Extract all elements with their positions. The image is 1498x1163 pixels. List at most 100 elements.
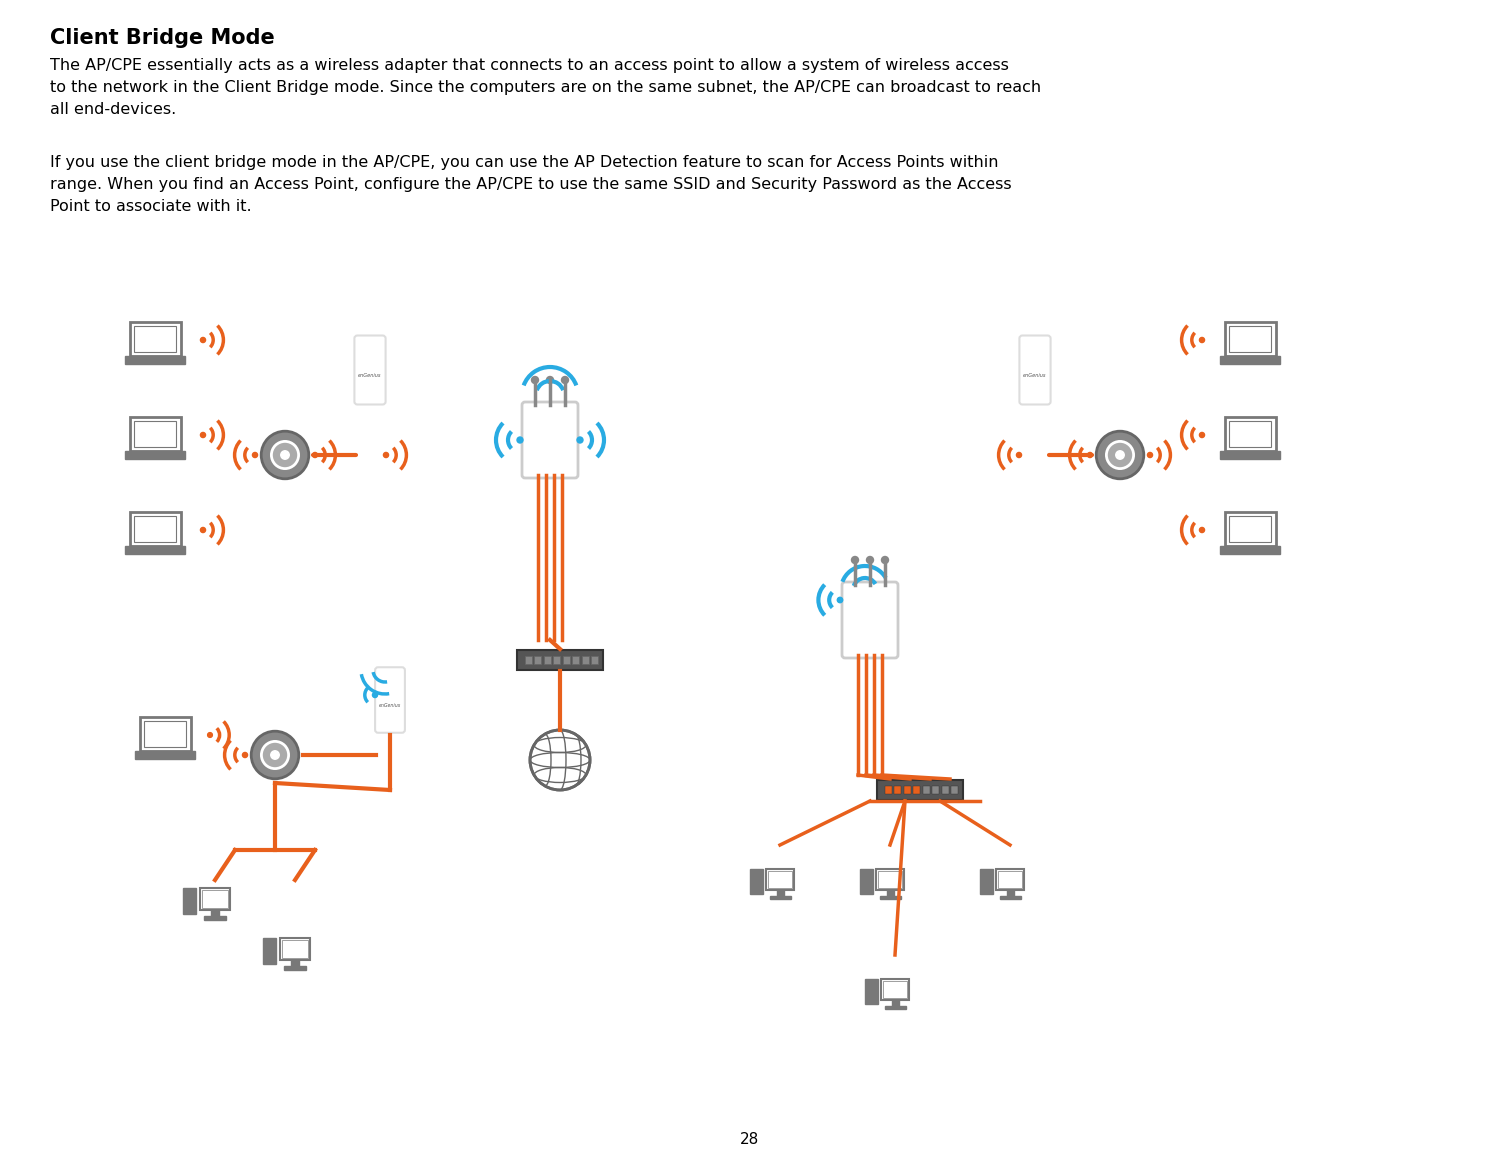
Circle shape xyxy=(201,337,205,343)
Circle shape xyxy=(1200,433,1204,437)
Circle shape xyxy=(271,751,279,759)
Circle shape xyxy=(1200,528,1204,533)
Bar xyxy=(262,937,276,964)
Bar xyxy=(768,871,792,887)
Bar xyxy=(133,421,177,447)
Bar xyxy=(1221,451,1279,459)
Bar xyxy=(183,887,196,914)
Bar xyxy=(860,869,872,893)
Bar xyxy=(1224,322,1275,356)
Bar xyxy=(535,656,541,664)
Bar xyxy=(129,322,180,356)
Bar xyxy=(881,979,909,1000)
Text: If you use the client bridge mode in the AP/CPE, you can use the AP Detection fe: If you use the client bridge mode in the… xyxy=(49,155,1011,214)
Circle shape xyxy=(261,431,309,479)
Bar xyxy=(914,786,920,794)
Bar xyxy=(951,786,959,794)
Bar xyxy=(126,545,184,555)
Circle shape xyxy=(243,752,247,757)
Circle shape xyxy=(373,692,377,698)
Circle shape xyxy=(1200,337,1204,343)
Circle shape xyxy=(383,452,388,457)
Circle shape xyxy=(1097,431,1144,479)
Bar xyxy=(291,959,298,966)
Bar xyxy=(878,779,963,800)
Bar xyxy=(553,656,560,664)
Bar xyxy=(891,1000,899,1006)
Circle shape xyxy=(261,741,289,769)
Circle shape xyxy=(547,377,553,384)
Bar xyxy=(126,451,184,459)
Bar xyxy=(563,656,569,664)
Bar xyxy=(282,940,307,958)
FancyBboxPatch shape xyxy=(1020,335,1050,405)
Text: enGenius: enGenius xyxy=(1023,372,1047,378)
Bar xyxy=(999,896,1020,899)
FancyBboxPatch shape xyxy=(355,335,385,405)
Bar xyxy=(572,656,580,664)
Bar xyxy=(1228,326,1272,351)
Bar xyxy=(280,937,310,959)
Bar xyxy=(932,786,939,794)
Bar xyxy=(887,890,893,896)
Bar xyxy=(144,721,186,747)
Bar xyxy=(878,871,902,887)
Circle shape xyxy=(1088,452,1092,457)
Circle shape xyxy=(517,437,523,443)
Bar xyxy=(133,516,177,542)
Bar xyxy=(770,896,791,899)
Circle shape xyxy=(866,557,873,564)
Bar xyxy=(998,871,1022,887)
Bar xyxy=(1221,356,1279,364)
Bar xyxy=(544,656,550,664)
Circle shape xyxy=(313,452,318,457)
Circle shape xyxy=(577,437,583,443)
FancyBboxPatch shape xyxy=(374,668,404,733)
Bar xyxy=(942,786,948,794)
Circle shape xyxy=(208,733,213,737)
Circle shape xyxy=(1116,451,1125,459)
Bar xyxy=(903,786,911,794)
Bar xyxy=(129,512,180,545)
Bar xyxy=(211,909,219,916)
Text: enGenius: enGenius xyxy=(358,372,382,378)
Bar xyxy=(126,356,184,364)
FancyBboxPatch shape xyxy=(842,582,897,658)
Bar xyxy=(139,716,190,751)
Circle shape xyxy=(201,528,205,533)
Bar xyxy=(202,890,228,908)
Bar xyxy=(776,890,783,896)
Circle shape xyxy=(1017,452,1022,457)
Circle shape xyxy=(280,451,289,459)
Bar xyxy=(1224,416,1275,451)
Bar xyxy=(524,656,532,664)
Bar xyxy=(581,656,589,664)
Circle shape xyxy=(1147,452,1152,457)
Bar xyxy=(1224,512,1275,545)
Bar xyxy=(1221,545,1279,555)
Circle shape xyxy=(201,433,205,437)
Bar xyxy=(864,979,878,1004)
Bar xyxy=(884,982,906,998)
Bar xyxy=(923,786,929,794)
Text: 28: 28 xyxy=(740,1133,758,1148)
Bar xyxy=(996,869,1025,890)
Circle shape xyxy=(532,377,538,384)
Bar xyxy=(129,416,180,451)
Bar xyxy=(1007,890,1014,896)
Bar xyxy=(879,896,900,899)
Bar xyxy=(201,887,231,909)
Text: enGenius: enGenius xyxy=(379,702,401,707)
Bar xyxy=(204,916,226,920)
Circle shape xyxy=(851,557,858,564)
FancyBboxPatch shape xyxy=(521,402,578,478)
Circle shape xyxy=(530,730,590,790)
Circle shape xyxy=(881,557,888,564)
Bar xyxy=(517,650,602,670)
Text: Client Bridge Mode: Client Bridge Mode xyxy=(49,28,274,48)
Bar xyxy=(750,869,762,893)
Bar xyxy=(133,326,177,351)
Bar xyxy=(283,966,306,970)
Circle shape xyxy=(562,377,569,384)
Bar xyxy=(894,786,900,794)
